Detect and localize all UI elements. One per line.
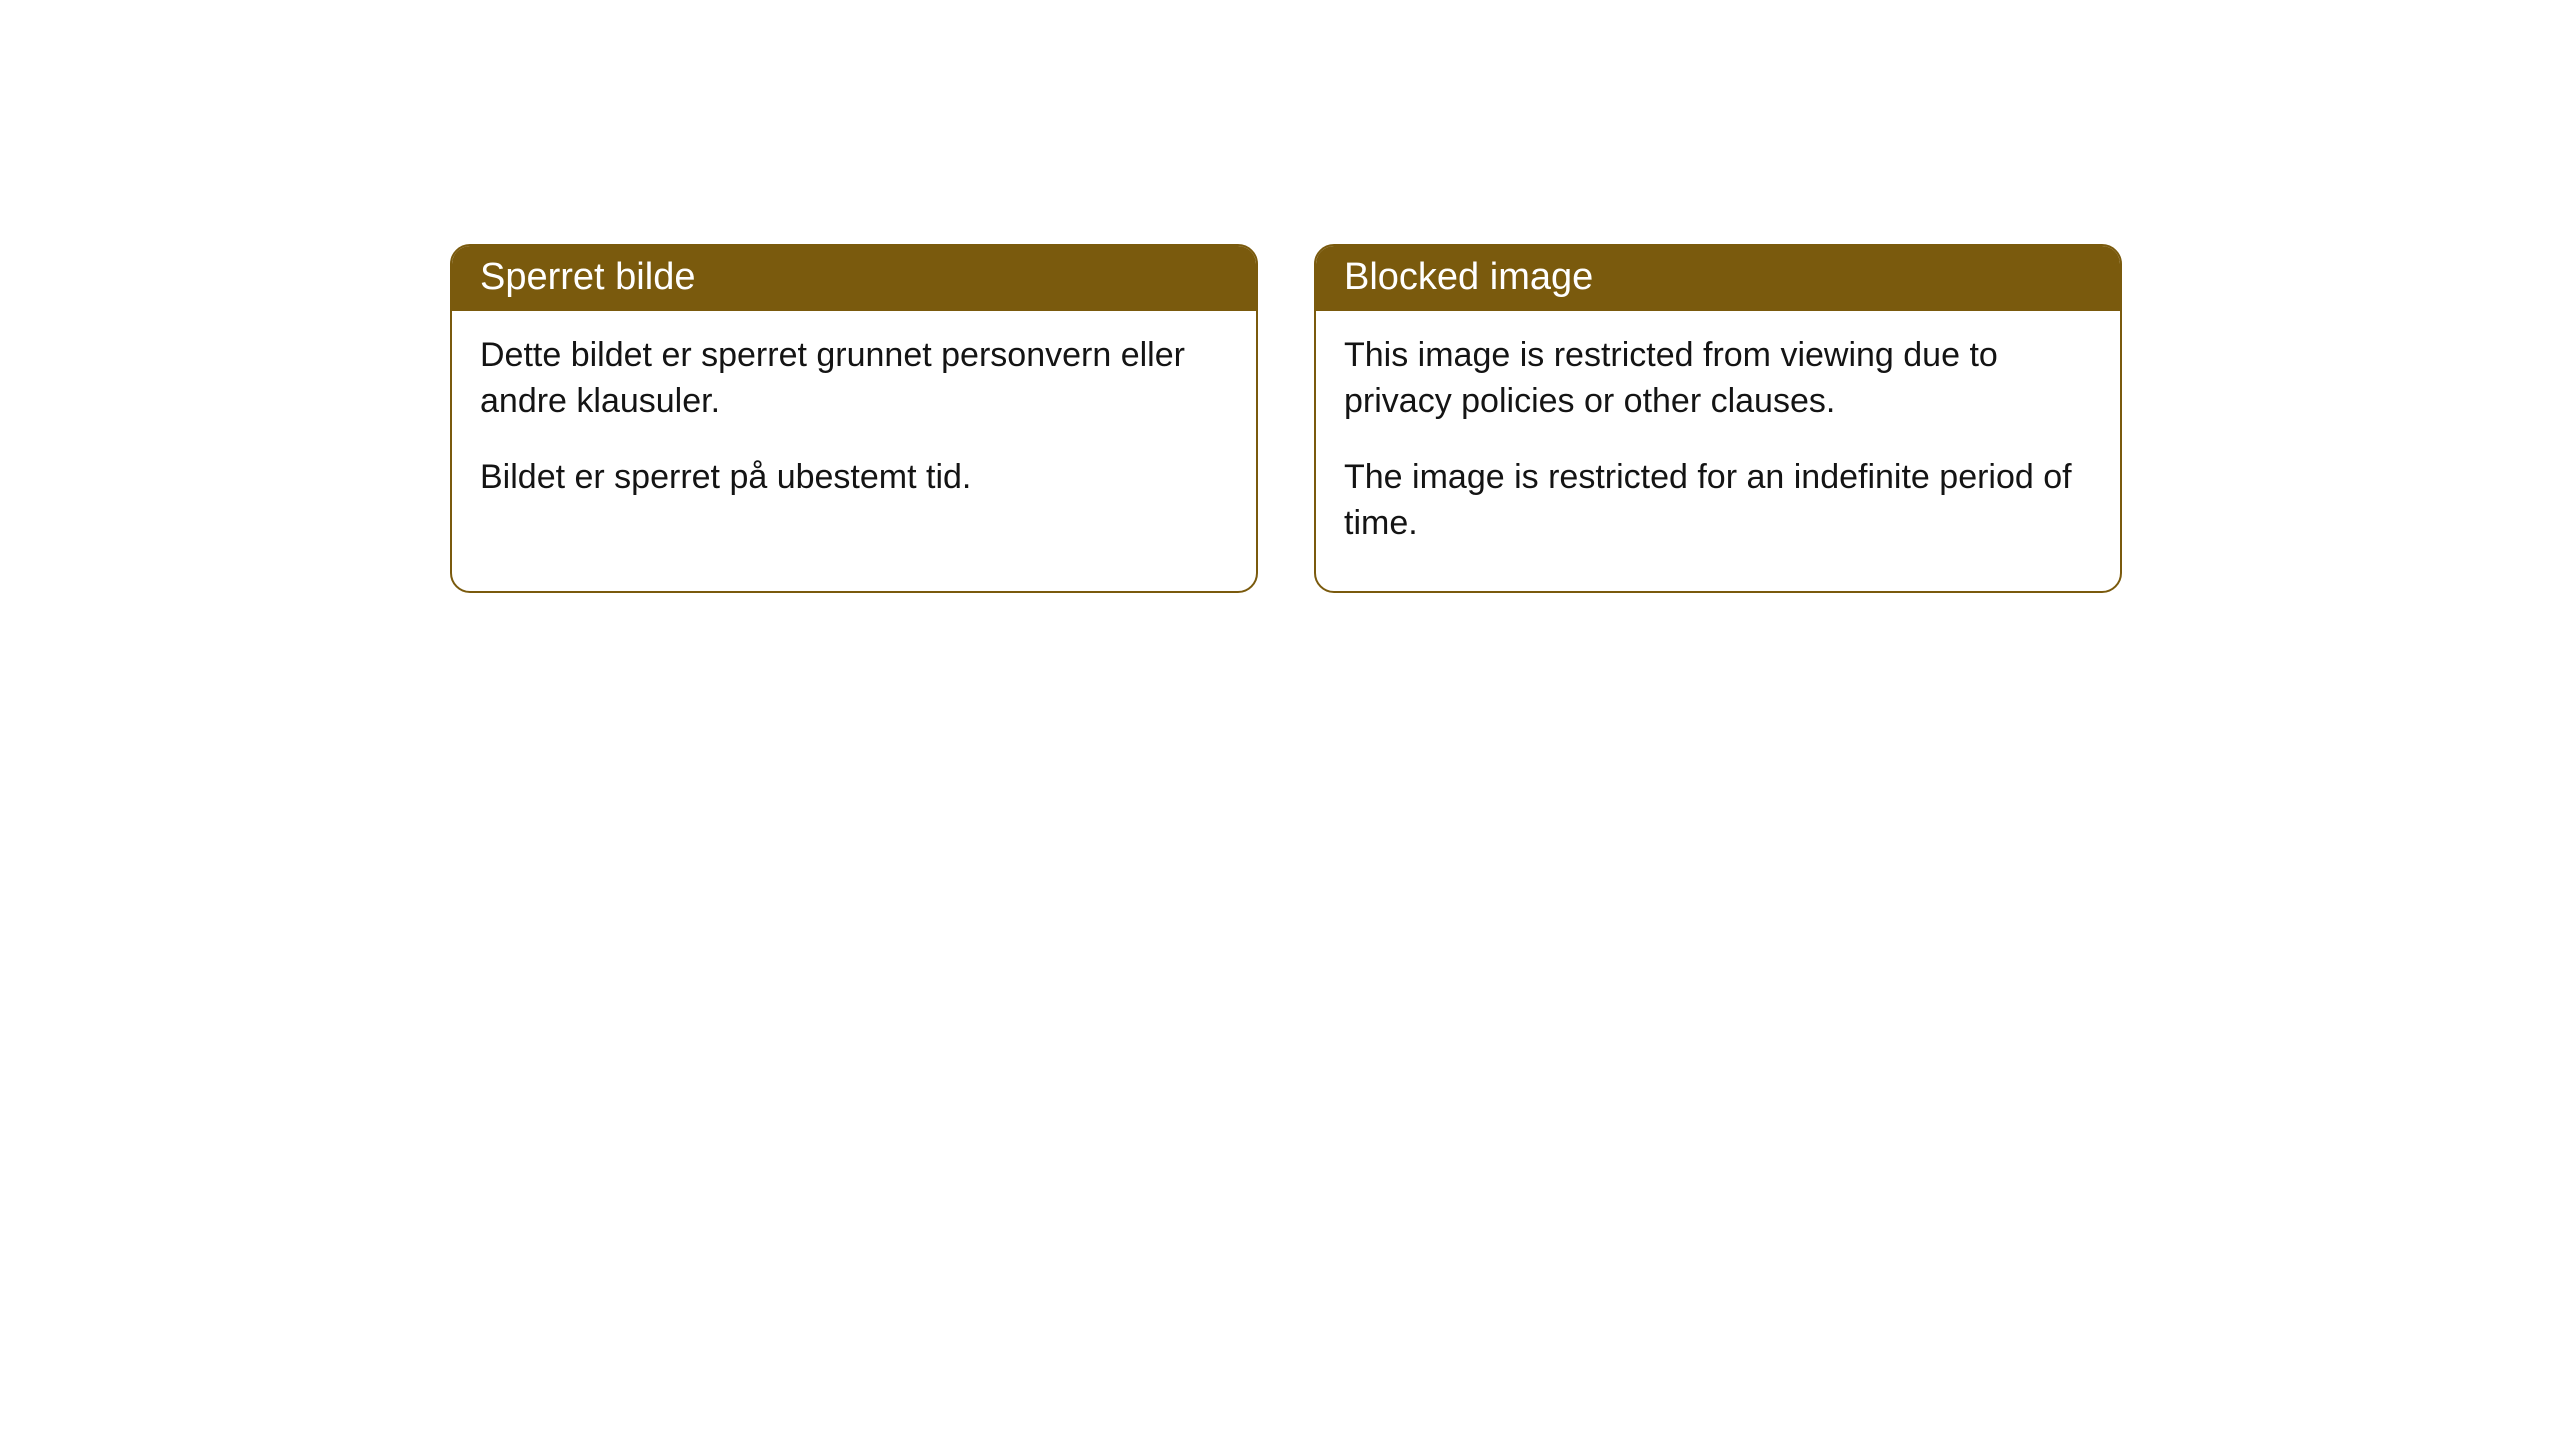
cards-container: Sperret bilde Dette bildet er sperret gr… — [450, 244, 2122, 593]
card-text-norwegian-2: Bildet er sperret på ubestemt tid. — [480, 455, 1228, 501]
card-header-english: Blocked image — [1316, 246, 2120, 311]
card-text-english-1: This image is restricted from viewing du… — [1344, 333, 2092, 425]
card-text-norwegian-1: Dette bildet er sperret grunnet personve… — [480, 333, 1228, 425]
card-text-english-2: The image is restricted for an indefinit… — [1344, 455, 2092, 547]
card-body-norwegian: Dette bildet er sperret grunnet personve… — [452, 311, 1256, 545]
blocked-image-card-english: Blocked image This image is restricted f… — [1314, 244, 2122, 593]
blocked-image-card-norwegian: Sperret bilde Dette bildet er sperret gr… — [450, 244, 1258, 593]
card-header-norwegian: Sperret bilde — [452, 246, 1256, 311]
card-body-english: This image is restricted from viewing du… — [1316, 311, 2120, 591]
